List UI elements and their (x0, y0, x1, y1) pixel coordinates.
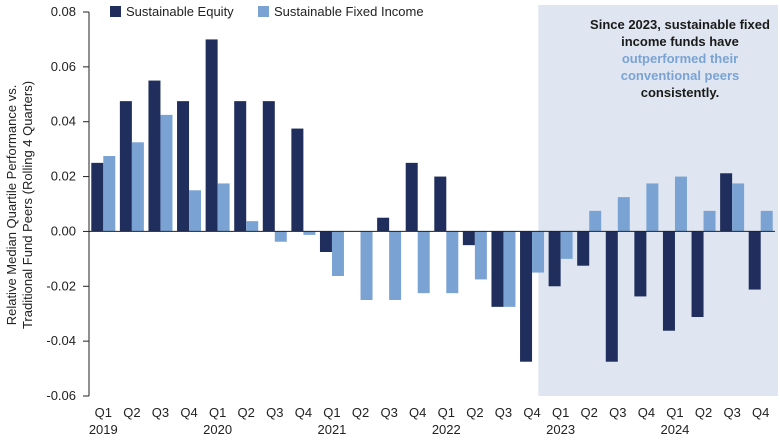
bar-sustainable-equity (634, 231, 647, 297)
y-axis-label-line2: Traditional Fund Peers (Rolling 4 Quarte… (20, 81, 35, 329)
bar-sustainable-fixed-income (217, 183, 230, 232)
bar-sustainable-equity (177, 101, 190, 232)
x-tick-label: Q3 (723, 405, 740, 420)
bar-sustainable-equity (405, 162, 418, 232)
bar-sustainable-fixed-income (303, 231, 316, 235)
bar-sustainable-equity (205, 39, 218, 232)
x-tick-label: Q1 (438, 405, 455, 420)
x-tick-label: Q2 (123, 405, 140, 420)
x-year-label: 2019 (89, 422, 118, 437)
callout-text-part2: consistently. (640, 85, 720, 100)
x-tick-label: Q4 (295, 405, 312, 420)
bar-sustainable-fixed-income (703, 210, 716, 232)
bar-sustainable-equity (291, 128, 304, 232)
x-tick-label: Q4 (523, 405, 540, 420)
bar-sustainable-fixed-income (503, 231, 516, 307)
bar-sustainable-equity (577, 231, 590, 266)
bar-sustainable-equity (234, 101, 247, 232)
bar-sustainable-equity (491, 231, 504, 307)
x-year-label: 2021 (317, 422, 346, 437)
x-tick-label: Q2 (238, 405, 255, 420)
bar-sustainable-fixed-income (446, 231, 459, 294)
legend: Sustainable Equity Sustainable Fixed Inc… (110, 4, 424, 19)
x-tick-label: Q1 (666, 405, 683, 420)
bar-sustainable-fixed-income (331, 231, 344, 276)
bar-sustainable-equity (119, 101, 132, 232)
x-tick-label: Q4 (409, 405, 426, 420)
y-tick-label: 0.06 (51, 59, 76, 74)
y-tick-label: -0.06 (46, 388, 76, 403)
bar-sustainable-equity (91, 162, 104, 232)
x-year-label: 2024 (660, 422, 689, 437)
bar-sustainable-fixed-income (274, 231, 287, 242)
bar-sustainable-equity (262, 101, 275, 232)
x-tick-label: Q1 (209, 405, 226, 420)
x-tick-label: Q2 (352, 405, 369, 420)
x-year-label: 2020 (203, 422, 232, 437)
bar-sustainable-fixed-income (646, 183, 659, 232)
y-tick-label: 0.08 (51, 4, 76, 19)
bar-sustainable-equity (319, 231, 332, 252)
bar-sustainable-fixed-income (103, 156, 116, 232)
y-axis-label-line1: Relative Median Quartile Performance vs. (4, 85, 19, 326)
bar-sustainable-fixed-income (589, 210, 602, 232)
bar-sustainable-fixed-income (732, 183, 745, 232)
bar-sustainable-fixed-income (389, 231, 402, 300)
x-tick-label: Q2 (466, 405, 483, 420)
y-tick-label: -0.04 (46, 333, 76, 348)
x-tick-label: Q2 (581, 405, 598, 420)
bar-sustainable-fixed-income (189, 190, 202, 232)
y-tick-label: -0.02 (46, 278, 76, 293)
legend-swatch-fixed-income (258, 6, 269, 17)
x-year-label: 2022 (432, 422, 461, 437)
y-tick-label: 0.00 (51, 223, 76, 238)
bar-sustainable-fixed-income (560, 231, 573, 259)
callout-note: Since 2023, sustainable fixed income fun… (590, 16, 770, 101)
bar-sustainable-equity (662, 231, 675, 331)
x-tick-label: Q1 (95, 405, 112, 420)
bar-sustainable-fixed-income (760, 210, 773, 232)
x-tick-label: Q1 (323, 405, 340, 420)
bar-sustainable-fixed-income (417, 231, 430, 294)
legend-label-fixed-income: Sustainable Fixed Income (274, 4, 424, 19)
bar-sustainable-equity (520, 231, 533, 362)
x-tick-label: Q3 (152, 405, 169, 420)
x-tick-label: Q3 (495, 405, 512, 420)
y-tick-label: 0.02 (51, 169, 76, 184)
x-tick-label: Q2 (695, 405, 712, 420)
bar-sustainable-fixed-income (360, 231, 373, 300)
bar-sustainable-fixed-income (617, 197, 630, 232)
bar-sustainable-equity (148, 80, 161, 232)
bar-sustainable-fixed-income (160, 114, 173, 232)
x-tick-label: Q3 (266, 405, 283, 420)
x-tick-label: Q3 (609, 405, 626, 420)
bar-sustainable-equity (720, 173, 733, 232)
bar-sustainable-equity (691, 231, 704, 318)
bar-sustainable-fixed-income (131, 142, 144, 232)
bar-sustainable-equity (462, 231, 475, 246)
callout-text-highlight: outperformed their conventional peers (620, 51, 740, 83)
y-tick-label: 0.04 (51, 114, 76, 129)
bar-sustainable-equity (548, 231, 561, 287)
x-tick-label: Q1 (552, 405, 569, 420)
x-tick-label: Q3 (380, 405, 397, 420)
x-year-label: 2023 (546, 422, 575, 437)
bar-sustainable-fixed-income (246, 221, 259, 232)
callout-text-part1: Since 2023, sustainable fixed income fun… (590, 17, 770, 49)
bar-sustainable-equity (605, 231, 618, 362)
bar-sustainable-equity (434, 176, 447, 232)
x-tick-label: Q4 (638, 405, 655, 420)
bar-sustainable-fixed-income (674, 176, 687, 232)
x-tick-label: Q4 (752, 405, 769, 420)
bar-sustainable-fixed-income (474, 231, 487, 280)
bar-sustainable-equity (748, 231, 761, 290)
legend-swatch-equity (110, 6, 121, 17)
x-tick-label: Q4 (180, 405, 197, 420)
bar-sustainable-fixed-income (532, 231, 545, 273)
legend-label-equity: Sustainable Equity (126, 4, 234, 19)
bar-sustainable-equity (377, 217, 390, 232)
